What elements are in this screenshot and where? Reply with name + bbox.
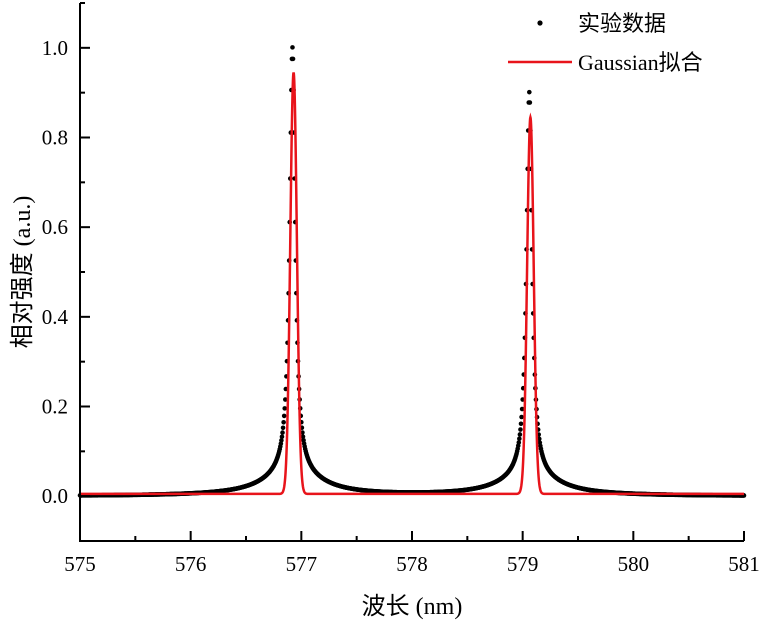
x-tick-label: 577 [286,552,318,576]
series-experimental [77,45,747,498]
x-tick-label: 579 [507,552,539,576]
data-point [527,100,533,105]
x-axis-label: 波长 (nm) [362,593,463,620]
x-tick-label: 581 [728,552,760,576]
legend-label-experimental: 实验数据 [578,11,666,36]
data-point [518,427,523,432]
data-point [527,89,532,95]
data-point [279,434,285,440]
data-point [519,414,524,420]
x-tick-label: 580 [618,552,650,576]
data-point [280,430,285,435]
legend: 实验数据 Gaussian拟合 [508,11,703,75]
y-tick-label: 0.2 [42,395,68,419]
data-point [300,434,306,439]
y-tick-label: 0.0 [42,484,68,508]
data-point [282,406,288,411]
legend-label-fit: Gaussian拟合 [578,50,703,75]
data-point [279,438,284,443]
axes: 575 576 577 578 579 580 581 0.0 0.2 0.4 0.6 0.8 1.0 [42,2,760,576]
y-tick-label: 1.0 [42,36,68,60]
data-point [280,425,286,431]
data-point [281,420,286,425]
fit-line [80,72,744,496]
data-point [517,436,522,442]
y-tick-label: 0.4 [42,305,69,329]
data-point [282,397,288,402]
data-point [517,432,523,437]
data-point [518,421,524,427]
data-point [516,440,522,445]
data-point [290,45,295,50]
data-point [281,413,287,419]
y-tick-label: 0.6 [42,215,68,239]
x-tick-label: 576 [175,552,207,576]
plot-marks [77,45,747,498]
data-point [290,56,296,62]
x-tick-label: 575 [64,552,96,576]
data-point [519,406,525,412]
x-tick-label: 578 [396,552,428,576]
y-tick-label: 0.8 [42,126,68,150]
legend-marker-experimental [537,20,543,26]
y-axis-label: 相对强度 (a.u.) [9,196,36,349]
